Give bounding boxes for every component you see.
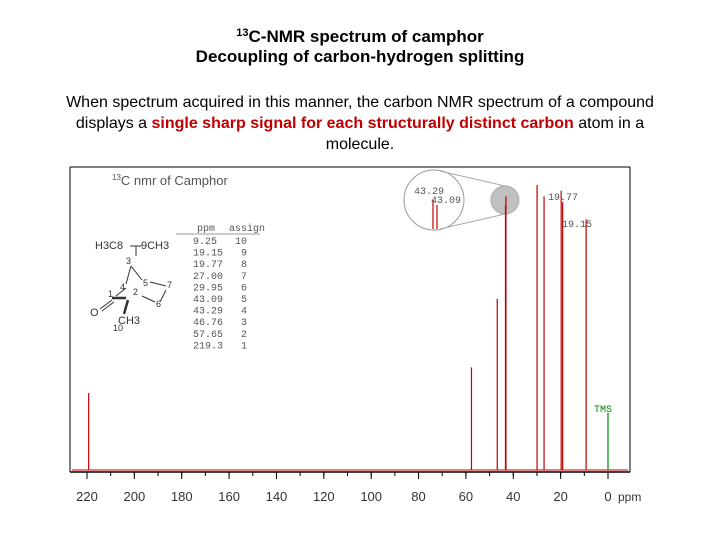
struct-label-c4: 4 [120,282,125,292]
x-axis-label: ppm [618,490,641,504]
assignment-table-header: ppm assign [176,223,265,235]
struct-label-c1: 1 [108,289,113,299]
zoom-connector-bottom [439,213,506,230]
struct-label-c7: 7 [167,280,172,290]
table-cell-ppm: 9.25 [193,237,217,248]
spectrum-peaks [72,185,628,471]
x-tick-label: 120 [313,489,335,504]
table-cell-ppm: 43.09 [193,295,223,306]
table-cell-ppm: 219.3 [193,341,223,352]
table-cell-assign: 10 [235,237,247,248]
table-cell-assign: 4 [241,307,247,318]
title-main: C-NMR spectrum of camphor [248,27,484,46]
chart-frame [69,166,631,473]
struct-label-ch3-10: CH3 [118,315,140,327]
table-cell-assign: 1 [241,341,247,352]
struct-label-oxygen: O [90,307,99,319]
x-tick-label: 60 [459,489,473,504]
table-cell-assign: 7 [241,272,247,283]
table-header-ppm: ppm [197,224,215,235]
table-cell-assign: 2 [241,330,247,341]
struct-label-c5: 5 [143,278,148,288]
chart-title-text: C nmr of Camphor [121,173,229,188]
x-tick-label: 100 [360,489,382,504]
struct-label-c3: 3 [126,256,131,266]
table-cell-ppm: 57.65 [193,330,223,341]
zoom-connector-top [439,170,506,187]
x-tick-label: 40 [506,489,520,504]
struct-label-c10: 10 [113,323,123,333]
struct-label-h3c8: H3C8 [95,240,123,252]
table-cell-assign: 8 [241,260,247,271]
struct-label-9ch3: 9CH3 [141,240,169,252]
x-tick-label: 20 [553,489,567,504]
x-tick-label: 180 [171,489,193,504]
x-tick-label: 220 [76,489,98,504]
struct-bonds [99,245,167,315]
x-tick-label: 80 [411,489,425,504]
table-cell-ppm: 19.77 [193,260,223,271]
intro-highlight-1: single sharp signal for each structurall… [151,115,574,132]
table-cell-ppm: 27.00 [193,272,223,283]
zoom-circle [403,169,465,231]
peak-label: TMS [594,405,612,416]
zoom-inset [403,169,520,231]
table-cell-ppm: 29.95 [193,283,223,294]
assignment-table: ppm assign 9.25 10 19.15 9 19.77 8 27.00 7 29.95 6… [176,223,265,352]
title-superscript: 13 [236,27,249,39]
intro-text-2: atom in a molecule. [325,115,645,153]
assignment-table-body: 9.25 10 19.15 9 19.77 8 27.00 7 29.95 6 43.09 5 43.2… [193,237,247,352]
table-cell-assign: 3 [241,318,247,329]
table-cell-ppm: 46.76 [193,318,223,329]
x-tick-label: 160 [218,489,240,504]
struct-label-c6: 6 [156,299,161,309]
slide-subtitle: Decoupling of carbon-hydrogen splitting [195,47,525,66]
x-axis-ticks: 220 200 180 160 140 120 100 80 60 40 20 0 [76,472,612,504]
chart-title-sup: 13 [112,173,121,182]
x-tick-label: 0 [604,489,611,504]
x-tick-label: 200 [124,489,146,504]
peak-label: 19.77 [548,193,578,204]
table-cell-ppm: 43.29 [193,307,223,318]
peak-label: 43.09 [431,196,461,207]
x-tick-label: 140 [266,489,288,504]
struct-label-c2: 2 [133,287,138,297]
table-cell-assign: 9 [241,249,247,260]
intro-paragraph: When spectrum acquired in this manner, t… [60,92,660,155]
table-cell-assign: 6 [241,283,247,294]
table-cell-ppm: 19.15 [193,249,223,260]
table-cell-assign: 5 [241,295,247,306]
chart-title: 13C nmr of Camphor [112,173,228,188]
peak-label: 43.29 [414,187,444,198]
peak-label: 19.15 [562,220,592,231]
intro-text-1: When spectrum acquired in this manner, t… [66,94,654,132]
slide-title: 13C-NMR spectrum of camphor [0,22,720,48]
camphor-structure: H3C8 9CH3 3 4 5 7 1 2 6 O CH3 10 [90,240,172,333]
table-header-assign: assign [229,223,265,235]
